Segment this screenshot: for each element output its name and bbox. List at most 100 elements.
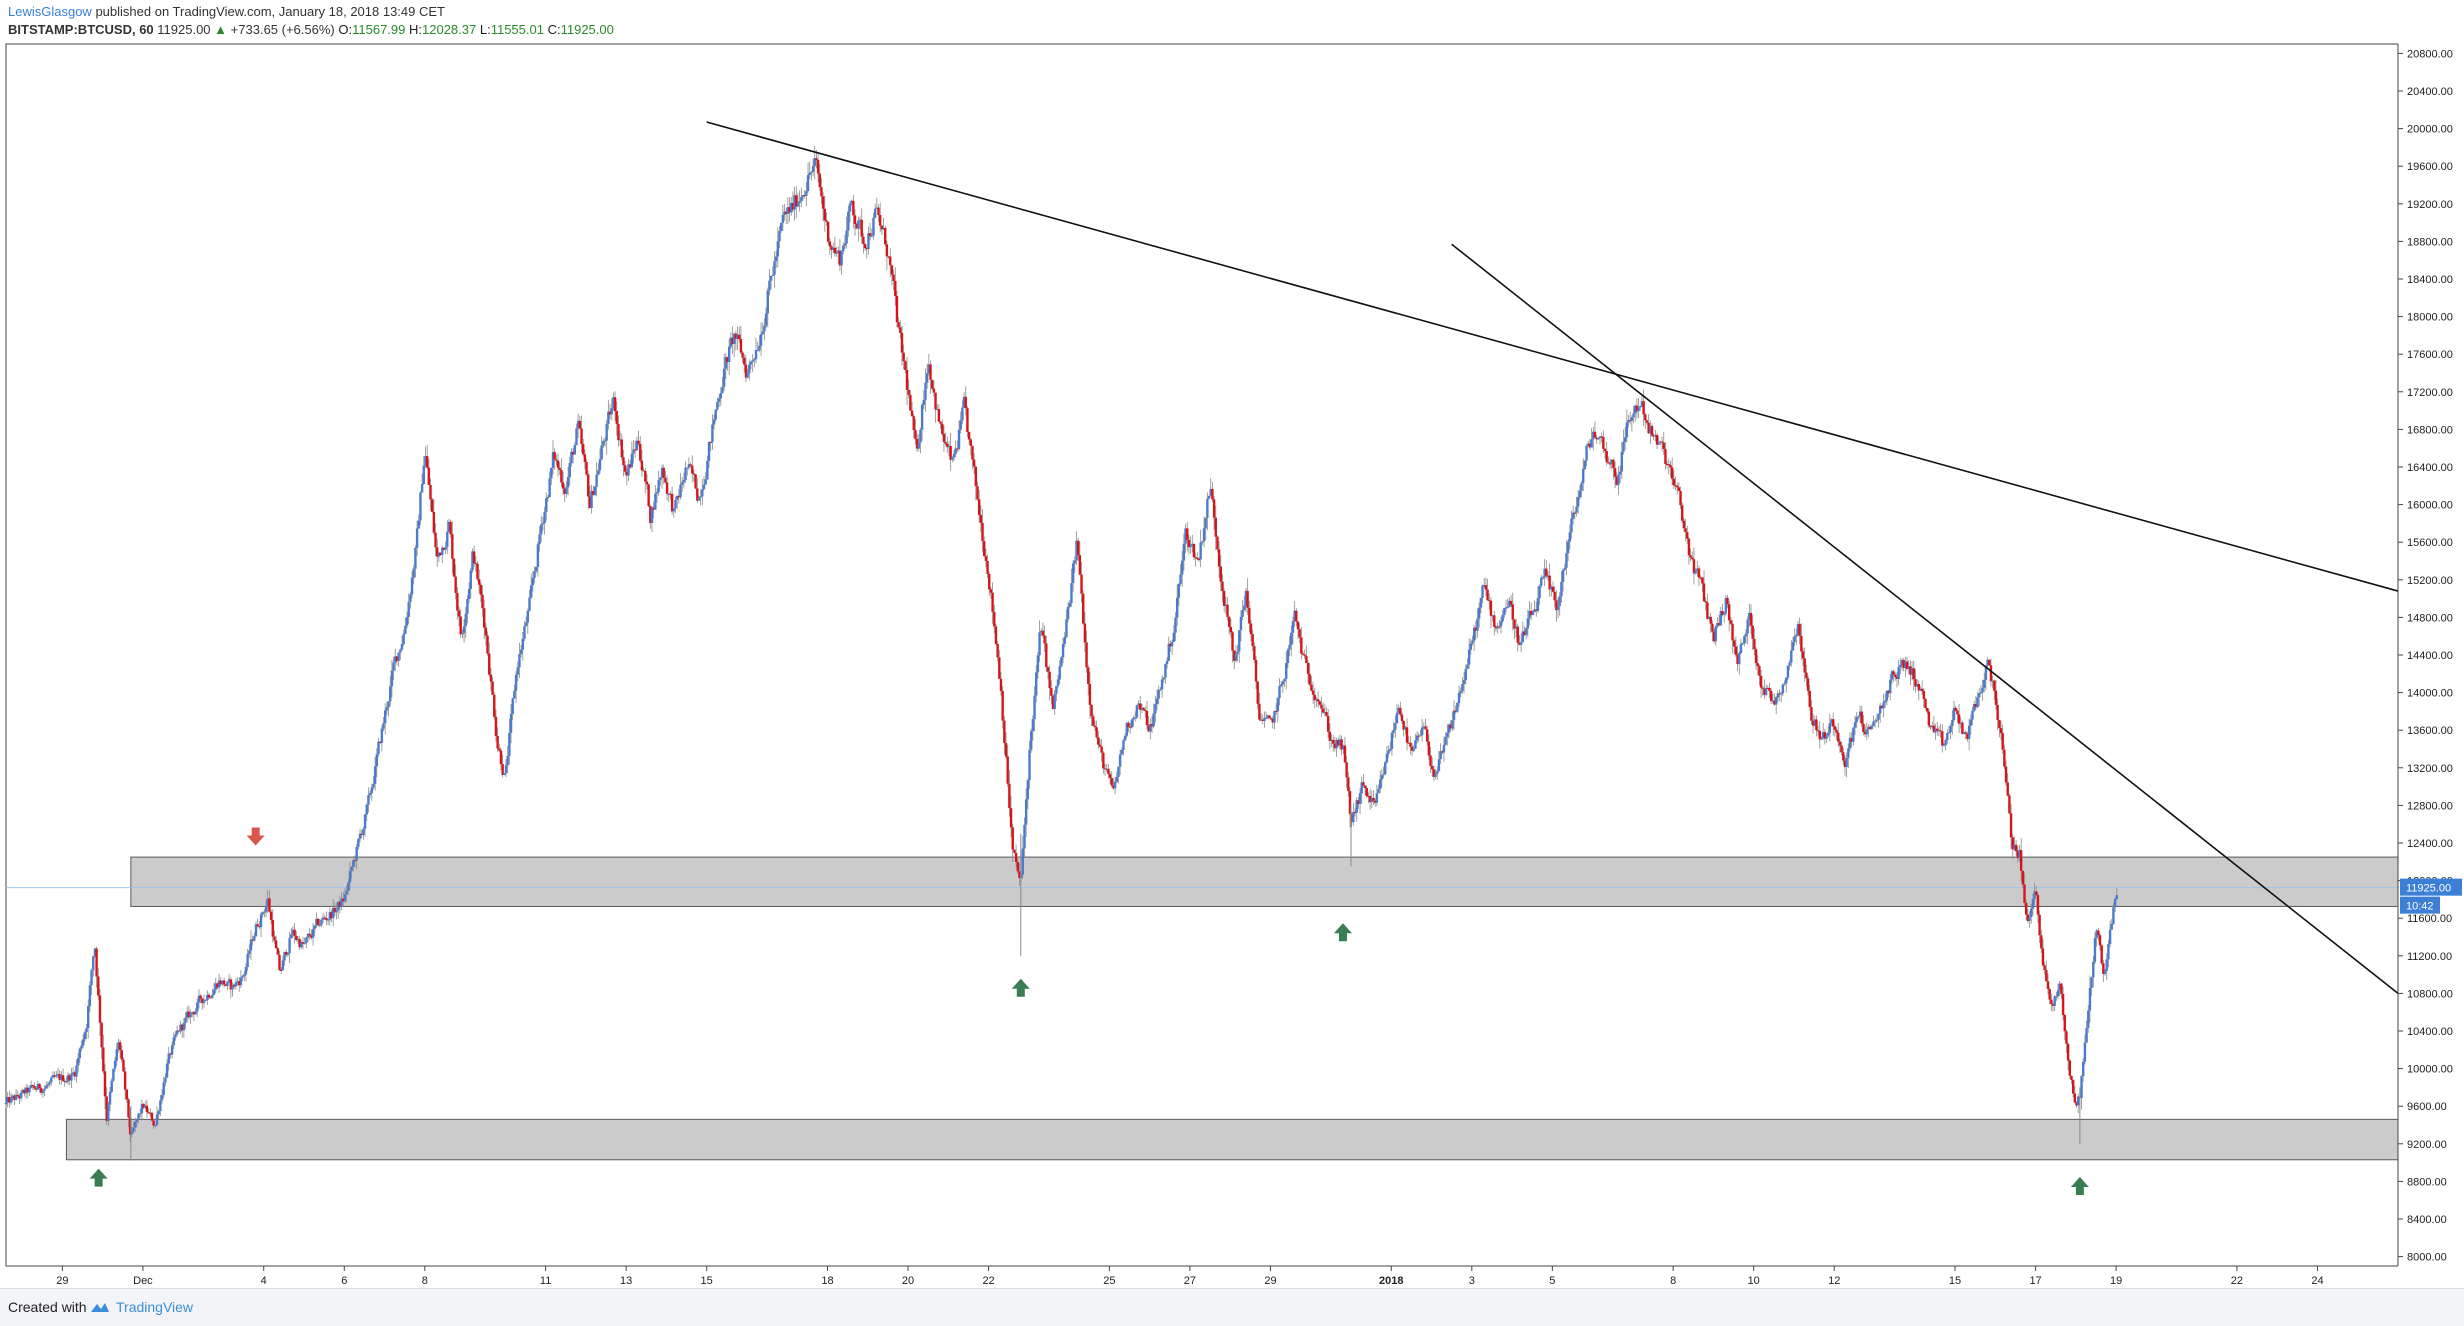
candle-body	[437, 552, 441, 557]
candle-body	[513, 690, 516, 699]
price-chart[interactable]: 8000.00 8400.00 8800.00 9200.00 9600.00 10000…	[0, 42, 2464, 1288]
candle-body	[1412, 748, 1415, 751]
candle-body	[125, 1089, 129, 1100]
candle-body	[1140, 707, 1144, 710]
candle-body	[73, 1072, 76, 1077]
candle-body	[738, 334, 741, 340]
candle-body	[1964, 732, 1967, 734]
candle-body	[675, 495, 679, 500]
up-arrow-marker-icon-2	[1333, 923, 1352, 942]
candle-body	[2003, 749, 2006, 767]
candle-body	[1900, 660, 1904, 665]
created-with-label: Created with	[8, 1299, 87, 1315]
candle-body	[310, 935, 313, 938]
x-tick-label: 25	[1103, 1275, 1115, 1287]
candle-body	[488, 653, 491, 675]
candle-body	[1404, 727, 1407, 730]
candle-body	[425, 456, 429, 468]
candle-body	[783, 211, 786, 215]
candle-body	[254, 924, 258, 937]
candle-body	[402, 634, 405, 645]
chart-header: LewisGlasgow published on TradingView.co…	[0, 0, 2464, 42]
candle-body	[954, 448, 957, 454]
candle-body	[489, 674, 493, 682]
candle-body	[239, 977, 243, 986]
candle-body	[1182, 543, 1186, 561]
candle-body	[1759, 675, 1763, 688]
candle-body	[46, 1084, 50, 1086]
candle-body	[1863, 732, 1867, 735]
candle-body	[1719, 611, 1723, 626]
candle-body	[1733, 640, 1736, 647]
candle-body	[509, 713, 513, 733]
candle-body	[496, 735, 499, 749]
candle-body	[555, 459, 558, 461]
candle-body	[842, 245, 845, 252]
candle-body	[1157, 690, 1160, 699]
candle-body	[45, 1085, 48, 1089]
candle-body	[1122, 740, 1125, 751]
candle-body	[788, 207, 791, 213]
publisher-link[interactable]: LewisGlasgow	[8, 4, 92, 19]
candle-body	[1367, 795, 1370, 797]
tradingview-link[interactable]: TradingView	[90, 1299, 193, 1315]
candle-body	[1934, 728, 1937, 733]
candle-body	[1254, 659, 1258, 682]
candle-body	[1137, 703, 1140, 706]
candle-body	[120, 1050, 123, 1060]
candle-body	[1298, 629, 1301, 638]
candle-body	[821, 196, 825, 209]
candle-body	[2048, 988, 2051, 1000]
candle-body	[412, 568, 415, 578]
candle-body	[1842, 752, 1845, 761]
candle-body	[447, 521, 451, 532]
candle-body	[966, 408, 969, 433]
candle-body	[1580, 483, 1583, 491]
candle-body	[501, 764, 504, 775]
candle-body	[2053, 996, 2056, 1006]
candle-body	[1890, 671, 1894, 680]
x-tick-label: 10	[1748, 1275, 1760, 1287]
candle-body	[476, 563, 479, 580]
candle-body	[1387, 750, 1390, 754]
candle-body	[1009, 808, 1013, 828]
candle-body	[1095, 727, 1098, 738]
candle-body	[2024, 902, 2028, 915]
candle-body	[983, 541, 986, 557]
candle-body	[404, 625, 407, 635]
candle-body	[56, 1074, 60, 1076]
candle-body	[1847, 748, 1850, 758]
candle-body	[647, 484, 650, 507]
candle-body	[655, 492, 659, 494]
candle-body	[471, 551, 474, 571]
candle-body	[2113, 898, 2117, 908]
candle-body	[674, 499, 677, 509]
candle-body	[1909, 666, 1912, 675]
candle-body	[576, 420, 580, 429]
low-value: 11555.01	[490, 22, 544, 37]
candle-body	[2031, 898, 2035, 909]
candle-body	[1174, 617, 1177, 633]
candle-body	[1523, 631, 1526, 636]
candle-body	[1107, 768, 1110, 775]
candle-body	[894, 280, 897, 297]
candle-body	[535, 566, 538, 572]
candle-body	[1550, 586, 1553, 590]
candle-body	[687, 464, 691, 468]
candle-body	[128, 1117, 132, 1135]
candle-body	[2036, 894, 2040, 915]
candle-body	[667, 493, 670, 495]
candle-body	[2001, 733, 2004, 750]
candle-body	[1852, 727, 1855, 742]
candle-body	[392, 662, 395, 671]
candle-body	[2028, 917, 2031, 921]
candle-body	[1296, 621, 1300, 630]
candle-body	[345, 891, 348, 895]
candle-body	[1048, 671, 1051, 689]
candle-body	[1622, 441, 1625, 452]
candle-body	[1407, 742, 1410, 744]
candle-body	[1501, 614, 1504, 622]
candle-body	[1243, 605, 1246, 611]
candle-body	[164, 1077, 167, 1083]
candle-body	[1127, 722, 1130, 727]
